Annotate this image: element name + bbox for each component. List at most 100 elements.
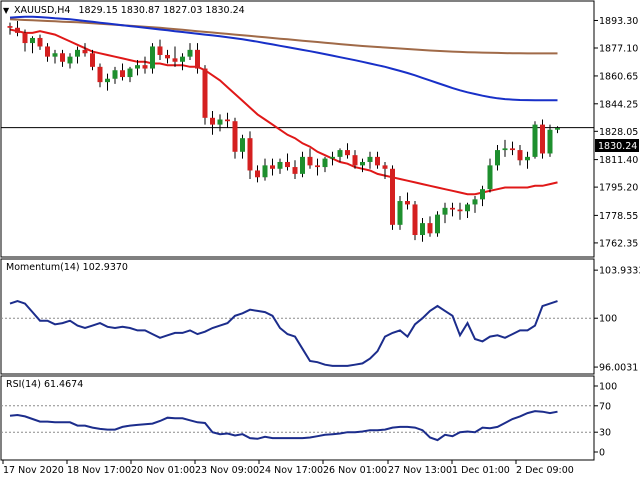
momentum-line bbox=[9, 300, 558, 367]
candle-body bbox=[7, 26, 13, 28]
candle-body bbox=[457, 209, 463, 212]
candle-body bbox=[495, 150, 500, 166]
time-tick-label: 17 Nov 2020 bbox=[3, 465, 64, 476]
momentum-title: Momentum(14) 102.9370 bbox=[6, 262, 128, 273]
ma-mid-line bbox=[9, 15, 558, 102]
candle-body bbox=[97, 66, 103, 83]
candle bbox=[97, 63, 103, 88]
candle bbox=[22, 29, 28, 52]
candle bbox=[90, 49, 95, 71]
rsi-tick-label: 0 bbox=[599, 448, 605, 459]
candle-body bbox=[315, 165, 320, 168]
candle bbox=[240, 134, 245, 159]
candle-body bbox=[435, 214, 440, 234]
candle bbox=[502, 139, 508, 157]
candle-body bbox=[330, 156, 335, 159]
price-tick-label: 1844.25 bbox=[599, 99, 638, 110]
rsi-tick-label: 30 bbox=[599, 428, 611, 439]
candle bbox=[382, 161, 388, 179]
time-tick-label: 24 Nov 17:00 bbox=[259, 465, 323, 476]
candle-body bbox=[225, 119, 230, 122]
time-tick-label: 20 Nov 01:00 bbox=[131, 465, 195, 476]
momentum-tick-label: 100 bbox=[599, 314, 617, 325]
candle bbox=[510, 141, 515, 156]
candle bbox=[480, 185, 485, 207]
time-tick-label: 18 Nov 17:00 bbox=[67, 465, 131, 476]
price-tick-label: 1811.40 bbox=[599, 155, 638, 166]
candle-body bbox=[532, 124, 538, 157]
candle bbox=[7, 22, 13, 35]
candle-body bbox=[427, 223, 433, 234]
candle bbox=[517, 144, 523, 166]
candle-body bbox=[540, 124, 545, 154]
time-tick-label: 23 Nov 09:00 bbox=[195, 465, 259, 476]
ma-slow-line bbox=[9, 18, 558, 55]
candle-body bbox=[360, 161, 365, 166]
candle-body bbox=[232, 121, 238, 152]
candle bbox=[330, 151, 335, 166]
candle-body bbox=[187, 49, 193, 57]
candle bbox=[262, 158, 268, 181]
candle-body bbox=[405, 201, 410, 205]
candle-body bbox=[487, 165, 493, 190]
rsi-tick-label: 70 bbox=[599, 401, 611, 412]
candle-body bbox=[142, 65, 148, 69]
rsi-plot bbox=[1, 405, 594, 442]
candle bbox=[45, 43, 50, 62]
candle bbox=[15, 20, 20, 37]
candle bbox=[285, 153, 290, 171]
candle bbox=[427, 216, 433, 237]
candle bbox=[540, 119, 545, 159]
candle-body bbox=[210, 117, 215, 125]
candle bbox=[307, 148, 313, 169]
rsi-title: RSI(14) 61.4674 bbox=[6, 379, 83, 390]
candles bbox=[7, 20, 560, 242]
candle bbox=[390, 165, 395, 230]
time-axis: 17 Nov 2020 18 Nov 17:00 20 Nov 01:00 23 No… bbox=[2, 460, 574, 476]
candle bbox=[495, 144, 500, 171]
candle-body bbox=[15, 27, 20, 33]
symbol-label: XAUUSD,H4 bbox=[14, 5, 70, 16]
ma-lines bbox=[9, 15, 558, 196]
candle bbox=[375, 151, 380, 169]
candle bbox=[180, 53, 185, 71]
candle-body bbox=[465, 204, 470, 212]
candle bbox=[345, 143, 350, 159]
time-tick-label: 1 Dec 01:00 bbox=[452, 465, 510, 476]
ohlc-label: 1829.15 1830.87 1827.03 1830.24 bbox=[79, 5, 245, 16]
candle bbox=[457, 202, 463, 220]
candle-body bbox=[345, 150, 350, 156]
candle bbox=[195, 43, 200, 74]
svg-text:XAUUSD,H4 1829.15 1830.87: XAUUSD,H4 1829.15 1830.87 1827.03 1830.2… bbox=[14, 5, 245, 16]
candle-body bbox=[165, 54, 170, 59]
candle bbox=[292, 160, 298, 179]
candle bbox=[442, 202, 448, 224]
candle-body bbox=[135, 65, 140, 69]
rsi-panel-frame bbox=[0, 375, 595, 461]
candle-body bbox=[450, 207, 455, 210]
candle bbox=[142, 56, 148, 74]
candle-body bbox=[67, 56, 73, 64]
candle bbox=[52, 49, 58, 64]
candle-body bbox=[547, 129, 553, 154]
momentum-panel-frame bbox=[0, 258, 595, 375]
header-arrow-icon[interactable]: ▼ bbox=[3, 6, 10, 15]
candle-body bbox=[375, 156, 380, 166]
candle bbox=[367, 151, 373, 169]
candle-body bbox=[292, 167, 298, 174]
candle bbox=[412, 201, 418, 241]
candle bbox=[67, 53, 73, 69]
price-tick-label: 1762.35 bbox=[599, 238, 638, 249]
candle bbox=[202, 65, 208, 125]
candle bbox=[555, 126, 560, 134]
candle-body bbox=[442, 207, 448, 215]
candle bbox=[532, 121, 538, 159]
candle bbox=[322, 156, 328, 173]
price-tick-label: 1893.30 bbox=[599, 16, 638, 27]
candle-body bbox=[112, 70, 118, 79]
candle bbox=[277, 158, 283, 174]
candle bbox=[247, 131, 253, 179]
candle bbox=[270, 158, 275, 176]
momentum-axis: 103.9333 100 96.0031 bbox=[594, 266, 640, 374]
candle-body bbox=[52, 53, 58, 57]
